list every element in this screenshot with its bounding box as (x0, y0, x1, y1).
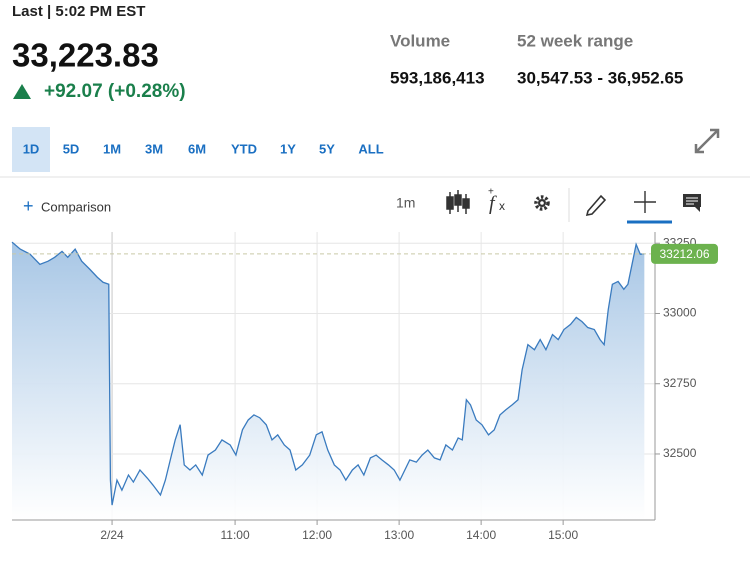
settings-icon[interactable] (534, 195, 550, 211)
price-area (12, 242, 645, 520)
comment-icon[interactable] (683, 194, 701, 212)
volume-label: Volume (390, 31, 450, 50)
price: 33,223.83 (12, 37, 159, 74)
x-tick-label: 12:00 (302, 528, 332, 542)
tab-selected-bg (12, 127, 50, 172)
range-tab[interactable]: 1Y (280, 141, 296, 156)
comparison-button[interactable]: Comparison (41, 199, 111, 214)
volume: 593,186,413 (390, 68, 485, 87)
candlestick-icon[interactable] (446, 190, 470, 214)
range-tab[interactable]: 5Y (319, 141, 335, 156)
expand-icon[interactable] (694, 128, 720, 154)
draw-icon[interactable] (585, 194, 607, 217)
plus-icon[interactable]: + (23, 196, 34, 216)
last-value-label: 33212.06 (659, 247, 709, 261)
x-tick-label: 15:00 (548, 528, 578, 542)
price-line (11, 241, 645, 506)
range-tab[interactable]: 3M (145, 141, 163, 156)
range-tab[interactable]: 6M (188, 141, 206, 156)
y-tick-label: 32500 (663, 446, 697, 460)
range: 30,547.53 - 36,952.65 (517, 68, 683, 87)
svg-text:x: x (499, 199, 505, 213)
change: +92.07 (+0.28%) (44, 81, 186, 102)
x-tick-label: 14:00 (466, 528, 496, 542)
up-arrow (13, 84, 31, 99)
last-label: Last | 5:02 PM EST (12, 3, 145, 20)
range-tab[interactable]: 5D (63, 141, 80, 156)
crosshair-icon[interactable] (634, 191, 656, 213)
range-label: 52 week range (517, 31, 633, 50)
x-tick-label: 13:00 (384, 528, 414, 542)
range-tab[interactable]: YTD (231, 141, 257, 156)
last-value-badge (651, 243, 718, 264)
x-tick-label: 2/24 (100, 528, 124, 542)
price-chart: 2/24 11:00 12:00 13:00 14:00 15:00 32500 32750 3… (11, 232, 718, 542)
x-tick-label: 11:00 (221, 528, 250, 542)
interval-button[interactable]: 1m (396, 195, 415, 211)
y-tick-label: 32750 (663, 376, 697, 390)
tab-bar: 1D 5D 1M 3M 6M YTD 1Y 5Y ALL (12, 127, 384, 172)
range-tab[interactable]: 1M (103, 141, 121, 156)
y-tick-label: 33000 (663, 306, 697, 320)
svg-text:+: + (488, 187, 494, 198)
range-tab[interactable]: 1D (23, 141, 40, 156)
function-icon[interactable]: f x + (488, 187, 505, 215)
range-tab[interactable]: ALL (358, 141, 383, 156)
svg-text:f: f (489, 193, 497, 215)
